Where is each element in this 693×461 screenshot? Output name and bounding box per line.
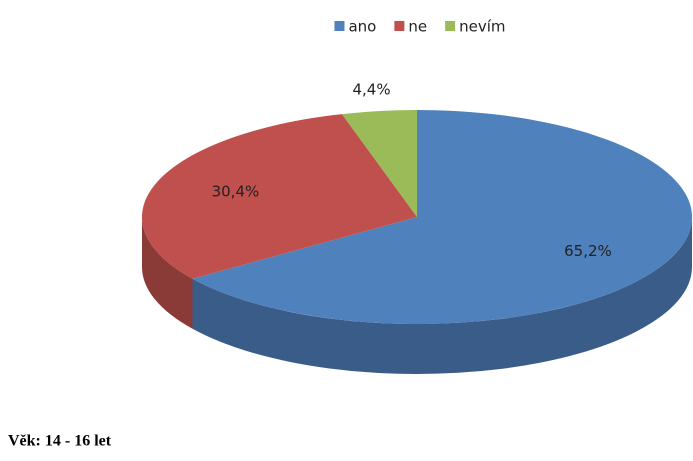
slice: [142, 114, 417, 279]
data-label: 30,4%: [212, 183, 260, 201]
legend-swatch: [334, 21, 345, 31]
legend-label: ne: [408, 18, 427, 36]
legend-label: nevím: [459, 18, 505, 36]
legend-swatch: [445, 21, 456, 31]
slice-side: [192, 217, 692, 375]
data-label: 65,2%: [564, 242, 612, 260]
slice-side: [142, 217, 193, 329]
legend-label: ano: [348, 18, 376, 36]
slice: [341, 110, 417, 217]
slice: [192, 110, 692, 324]
legend-swatch: [394, 21, 405, 31]
caption: Věk: 14 - 16 let: [8, 433, 112, 450]
data-label: 4,4%: [352, 80, 390, 98]
